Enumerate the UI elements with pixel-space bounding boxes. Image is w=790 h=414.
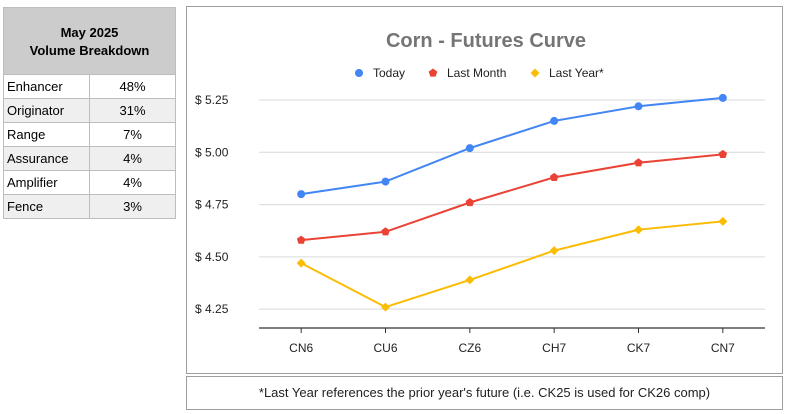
footnote-text: *Last Year references the prior year's f… <box>258 385 711 400</box>
series-line <box>300 220 723 309</box>
data-point <box>381 177 390 186</box>
data-point <box>718 149 728 159</box>
series-line <box>301 96 723 196</box>
data-point <box>718 216 728 226</box>
data-point <box>634 158 643 167</box>
data-point <box>549 246 559 256</box>
x-tick-label: CK7 <box>627 341 651 355</box>
series-last-year <box>296 216 728 312</box>
x-tick-label: CZ6 <box>458 341 481 355</box>
chart-series <box>296 93 728 312</box>
data-point <box>428 68 438 77</box>
legend-item: Last Year* <box>530 66 604 80</box>
row-pct: 4% <box>89 146 176 171</box>
legend-item: Last Month <box>428 66 506 80</box>
futures-curve-chart: Corn - Futures Curve Today Last Month Last… <box>186 6 783 374</box>
x-axis-ticks: CN6 CU6 CZ6 CH7 CK7 CN7 <box>289 328 735 355</box>
y-axis-ticks: $ 4.25 $ 4.50 $ 4.75 $ 5.00 $ 5.25 <box>195 93 229 316</box>
series-line <box>301 153 723 242</box>
table-title-line1: May 2025 <box>60 25 119 40</box>
series-today <box>297 93 727 199</box>
x-tick-label: CN7 <box>711 341 735 355</box>
legend-label: Last Year* <box>549 66 604 80</box>
series-last-month <box>296 149 728 244</box>
data-point <box>634 225 643 235</box>
data-point <box>550 116 559 125</box>
x-tick-label: CU6 <box>373 341 397 355</box>
data-point <box>296 235 306 244</box>
row-name: Originator <box>3 98 90 123</box>
row-pct: 48% <box>89 74 176 99</box>
data-point <box>381 227 390 236</box>
y-tick-label: $ 5.25 <box>195 93 229 107</box>
row-pct: 7% <box>89 122 176 147</box>
data-point <box>297 190 306 199</box>
data-point <box>465 144 474 153</box>
table-row: Fence 3% <box>3 194 176 219</box>
table-row: Originator 31% <box>3 98 176 123</box>
table-title: May 2025 Volume Breakdown <box>3 7 176 75</box>
row-name: Amplifier <box>3 170 90 195</box>
data-point <box>381 302 390 312</box>
table-row: Assurance 4% <box>3 146 176 171</box>
data-point <box>465 275 475 285</box>
data-point <box>718 93 727 102</box>
chart-title: Corn - Futures Curve <box>386 30 586 52</box>
table-header-row: May 2025 Volume Breakdown <box>3 7 176 75</box>
table-row: Enhancer 48% <box>3 74 176 99</box>
y-tick-label: $ 4.75 <box>195 198 229 212</box>
row-pct: 4% <box>89 170 176 195</box>
table-row: Amplifier 4% <box>3 170 176 195</box>
row-pct: 31% <box>89 98 176 123</box>
chart-gridlines <box>259 99 765 329</box>
row-name: Fence <box>3 194 90 219</box>
table-row: Range 7% <box>3 122 176 147</box>
data-point <box>355 69 363 77</box>
row-name: Range <box>3 122 90 147</box>
y-tick-label: $ 5.00 <box>195 145 229 159</box>
data-point <box>549 172 559 182</box>
x-tick-label: CH7 <box>542 341 566 355</box>
chart-legend: Today Last Month Last Year* <box>355 66 604 80</box>
y-tick-label: $ 4.25 <box>195 302 229 316</box>
row-pct: 3% <box>89 194 176 219</box>
data-point <box>465 198 475 207</box>
legend-item: Today <box>355 66 405 80</box>
table-title-line2: Volume Breakdown <box>29 43 150 58</box>
data-point <box>634 102 643 111</box>
volume-breakdown-table: May 2025 Volume Breakdown Enhancer 48% O… <box>3 7 176 219</box>
x-tick-label: CN6 <box>289 341 313 355</box>
data-point <box>296 258 306 268</box>
row-name: Assurance <box>3 146 90 171</box>
y-tick-label: $ 4.50 <box>195 250 229 264</box>
legend-label: Today <box>373 66 405 80</box>
data-point <box>530 68 540 78</box>
legend-label: Last Month <box>447 66 506 80</box>
chart-footnote: *Last Year references the prior year's f… <box>186 376 783 410</box>
row-name: Enhancer <box>3 74 90 99</box>
chart-canvas: Corn - Futures Curve Today Last Month Last… <box>195 30 765 355</box>
